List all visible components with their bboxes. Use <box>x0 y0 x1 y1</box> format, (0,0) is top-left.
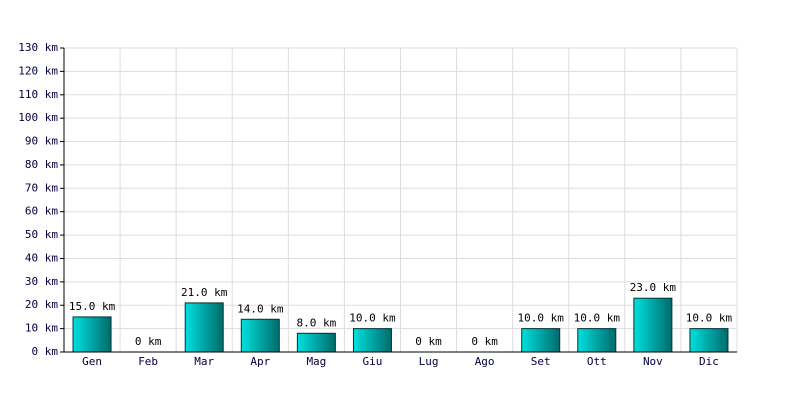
bar <box>633 297 673 353</box>
value-label: 10.0 km <box>349 312 396 325</box>
bar <box>72 316 112 353</box>
x-tick-label: Mar <box>194 355 214 368</box>
value-label: 10.0 km <box>518 312 565 325</box>
y-tick-label: 70 km <box>25 181 58 194</box>
y-tick-label: 120 km <box>18 64 58 77</box>
x-tick-label: Feb <box>138 355 158 368</box>
x-tick-label: Set <box>531 355 551 368</box>
y-tick-label: 0 km <box>32 345 59 358</box>
y-tick-label: 50 km <box>25 228 58 241</box>
x-tick-label: Gen <box>82 355 102 368</box>
bar <box>352 328 392 353</box>
x-tick-label: Lug <box>419 355 439 368</box>
value-label: 0 km <box>135 335 162 348</box>
y-tick-label: 20 km <box>25 298 58 311</box>
x-tick-label: Nov <box>643 355 663 368</box>
y-tick-label: 90 km <box>25 135 58 148</box>
value-label: 8.0 km <box>297 316 337 329</box>
value-label: 0 km <box>471 335 498 348</box>
x-tick-label: Ago <box>475 355 495 368</box>
value-label: 21.0 km <box>181 286 228 299</box>
x-tick-label: Giu <box>363 355 383 368</box>
bar <box>689 328 729 353</box>
y-tick-label: 40 km <box>25 251 58 264</box>
bar <box>296 332 336 353</box>
value-label: 23.0 km <box>630 281 677 294</box>
value-label: 14.0 km <box>237 302 284 315</box>
value-label: 0 km <box>415 335 442 348</box>
x-tick-label: Ott <box>587 355 607 368</box>
bar <box>240 318 280 353</box>
value-label: 10.0 km <box>574 312 621 325</box>
x-tick-label: Mag <box>306 355 326 368</box>
value-label: 10.0 km <box>686 312 733 325</box>
y-tick-label: 130 km <box>18 41 58 54</box>
y-tick-label: 110 km <box>18 88 58 101</box>
x-tick-label: Apr <box>250 355 270 368</box>
value-label: 15.0 km <box>69 300 116 313</box>
bar <box>521 328 561 353</box>
y-tick-label: 10 km <box>25 322 58 335</box>
bar <box>577 328 617 353</box>
x-tick-label: Dic <box>699 355 719 368</box>
y-tick-label: 30 km <box>25 275 58 288</box>
y-tick-label: 100 km <box>18 111 58 124</box>
y-tick-label: 80 km <box>25 158 58 171</box>
bar <box>184 302 224 353</box>
y-tick-label: 60 km <box>25 205 58 218</box>
